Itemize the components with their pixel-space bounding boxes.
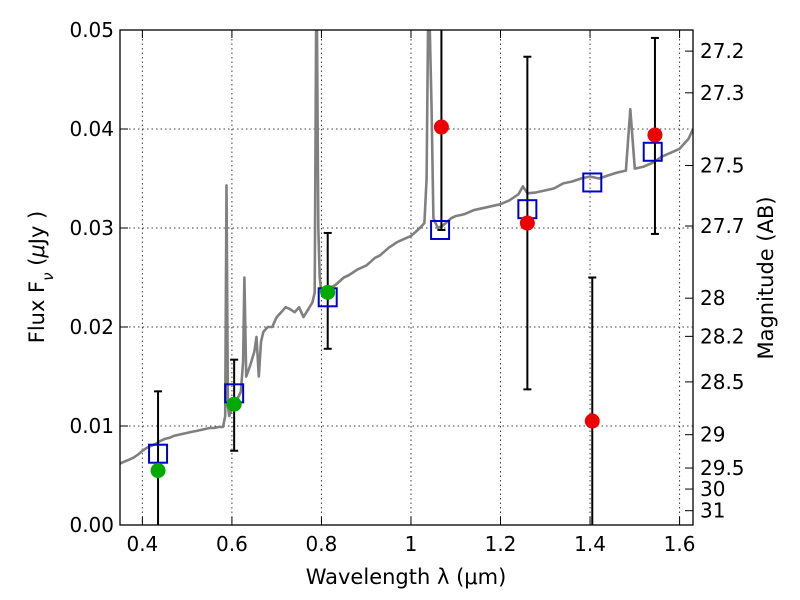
detection-point bbox=[320, 284, 336, 300]
x-axis-label: Wavelength λ (μm) bbox=[306, 565, 507, 589]
detection-point bbox=[150, 463, 166, 479]
data-points bbox=[148, 119, 663, 479]
y-tick-label: 0.01 bbox=[69, 414, 114, 438]
non-detection-point bbox=[519, 215, 535, 231]
y-axis-label-subscript: ν bbox=[39, 272, 57, 280]
y-axis-label: Flux Fν (μJy ) bbox=[25, 211, 57, 344]
y2-tick-label: 27.5 bbox=[700, 154, 745, 178]
y2-tick-label: 29 bbox=[700, 423, 725, 447]
y-tick-label: 0.03 bbox=[69, 216, 114, 240]
y2-tick-label: 31 bbox=[700, 499, 725, 523]
model-photometry-box bbox=[430, 219, 451, 240]
y2-tick-label: 27.7 bbox=[700, 214, 745, 238]
plot-frame bbox=[119, 29, 694, 526]
axis-ticks: 0.4 0.6 0.8 1 1.2 1.4 1.6 0.00 0.01 0.02 0.03 0.04 0… bbox=[69, 18, 744, 556]
model-photometry-box bbox=[582, 172, 603, 193]
y-tick-label: 0.04 bbox=[69, 117, 114, 141]
y-axis-label-group: Flux Fν (μJy ) bbox=[25, 211, 57, 344]
plot-area bbox=[120, 30, 693, 465]
y-axis-label-open: ( bbox=[25, 258, 49, 273]
model-photometry-box bbox=[148, 443, 169, 464]
detection-point bbox=[226, 396, 242, 412]
secondary-y-axis-label: Magnitude (AB) bbox=[754, 196, 778, 359]
y2-tick-label: 28 bbox=[700, 286, 725, 310]
y2-tick-label: 29.5 bbox=[700, 456, 745, 480]
y2-tick-label: 27.2 bbox=[700, 39, 745, 63]
x-tick-label: 1.2 bbox=[485, 532, 517, 556]
x-tick-label: 1.4 bbox=[574, 532, 606, 556]
y-tick-label: 0.02 bbox=[69, 315, 114, 339]
model-photometry-box bbox=[642, 141, 663, 162]
x-tick-label: 0.4 bbox=[126, 532, 158, 556]
x-tick-label: 1 bbox=[405, 532, 418, 556]
y-axis-label-main: Flux F bbox=[25, 281, 49, 343]
y2-tick-label: 27.3 bbox=[700, 81, 745, 105]
y2-tick-label: 28.2 bbox=[700, 324, 745, 348]
non-detection-point bbox=[584, 413, 600, 429]
y-tick-label: 0.05 bbox=[69, 18, 114, 42]
x-tick-label: 0.8 bbox=[306, 532, 338, 556]
y2-tick-label: 30 bbox=[700, 477, 725, 501]
spectrum-line bbox=[120, 30, 693, 465]
y-tick-label: 0.00 bbox=[69, 513, 114, 537]
non-detection-point bbox=[647, 127, 663, 143]
x-tick-label: 0.6 bbox=[216, 532, 248, 556]
non-detection-point bbox=[433, 119, 449, 135]
y-axis-label-mu: μ bbox=[25, 244, 49, 258]
y2-tick-label: 28.5 bbox=[700, 370, 745, 394]
y-axis-label-close: Jy ) bbox=[25, 211, 49, 247]
x-tick-label: 1.6 bbox=[664, 532, 696, 556]
